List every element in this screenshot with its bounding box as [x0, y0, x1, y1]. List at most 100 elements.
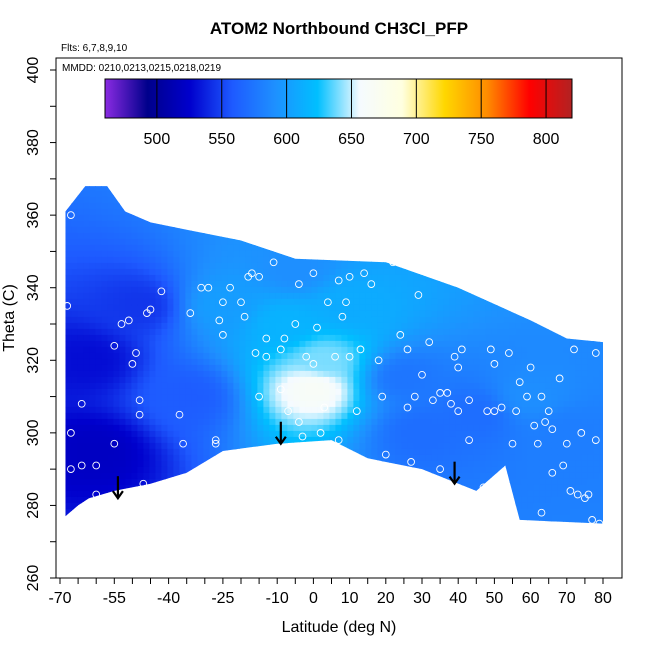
- heatmap-cell: [473, 364, 480, 372]
- heatmap-cell: [107, 298, 114, 306]
- heatmap-cell: [347, 382, 354, 390]
- heatmap-cell: [161, 472, 168, 480]
- heatmap-cell: [425, 460, 432, 468]
- heatmap-cell: [503, 490, 510, 498]
- heatmap-cell: [125, 478, 132, 486]
- heatmap-cell: [239, 502, 246, 510]
- heatmap-cell: [227, 214, 234, 222]
- heatmap-cell: [311, 527, 318, 534]
- heatmap-cell: [407, 214, 414, 222]
- heatmap-cell: [179, 274, 186, 282]
- heatmap-cell: [341, 484, 348, 492]
- heatmap-cell: [107, 502, 114, 510]
- heatmap-cell: [311, 508, 318, 516]
- heatmap-cell: [335, 179, 342, 186]
- heatmap-cell: [413, 262, 420, 270]
- heatmap-cell: [323, 430, 330, 438]
- heatmap-cell: [113, 322, 120, 330]
- heatmap-cell: [113, 382, 120, 390]
- heatmap-cell: [551, 316, 558, 324]
- heatmap-cell: [347, 268, 354, 276]
- heatmap-cell: [431, 442, 438, 450]
- heatmap-cell: [473, 508, 480, 516]
- heatmap-cell: [431, 424, 438, 432]
- heatmap-cell: [473, 328, 480, 336]
- heatmap-cell: [443, 232, 450, 240]
- heatmap-cell: [377, 322, 384, 330]
- heatmap-cell: [461, 352, 468, 360]
- heatmap-cell: [131, 262, 138, 270]
- heatmap-cell: [305, 298, 312, 306]
- heatmap-cell: [137, 358, 144, 366]
- heatmap-cell: [71, 310, 78, 318]
- heatmap-cell: [539, 268, 546, 276]
- heatmap-cell: [89, 370, 96, 378]
- heatmap-cell: [443, 298, 450, 306]
- heatmap-cell: [149, 328, 156, 336]
- heatmap-cell: [329, 490, 336, 498]
- heatmap-cell: [515, 352, 522, 360]
- heatmap-cell: [437, 352, 444, 360]
- heatmap-cell: [341, 280, 348, 288]
- heatmap-cell: [335, 316, 342, 324]
- heatmap-cell: [395, 268, 402, 276]
- heatmap-cell: [347, 490, 354, 498]
- heatmap-cell: [77, 250, 84, 258]
- heatmap-cell: [101, 274, 108, 282]
- heatmap-cell: [275, 484, 282, 492]
- heatmap-cell: [233, 196, 240, 204]
- heatmap-cell: [107, 527, 114, 534]
- heatmap-cell: [173, 340, 180, 348]
- heatmap-cell: [437, 298, 444, 306]
- heatmap-cell: [173, 346, 180, 354]
- heatmap-cell: [311, 244, 318, 252]
- heatmap-cell: [353, 406, 360, 414]
- heatmap-cell: [401, 520, 408, 524]
- heatmap-cell: [509, 364, 516, 372]
- heatmap-cell: [431, 304, 438, 312]
- heatmap-cell: [461, 406, 468, 414]
- heatmap-cell: [473, 256, 480, 264]
- heatmap-cell: [95, 352, 102, 360]
- heatmap-cell: [377, 448, 384, 456]
- heatmap-cell: [431, 292, 438, 300]
- heatmap-cell: [311, 310, 318, 318]
- heatmap-cell: [113, 527, 120, 534]
- heatmap-cell: [395, 412, 402, 420]
- heatmap-cell: [383, 316, 390, 324]
- heatmap-cell: [149, 346, 156, 354]
- heatmap-cell: [317, 370, 324, 378]
- heatmap-cell: [299, 304, 306, 312]
- heatmap-cell: [323, 382, 330, 390]
- heatmap-cell: [335, 292, 342, 300]
- heatmap-cell: [443, 478, 450, 486]
- heatmap-cell: [503, 298, 510, 306]
- heatmap-cell: [161, 220, 168, 228]
- heatmap-cell: [479, 280, 486, 288]
- heatmap-cell: [317, 244, 324, 252]
- heatmap-cell: [479, 274, 486, 282]
- heatmap-cell: [137, 202, 144, 210]
- heatmap-cell: [389, 352, 396, 360]
- heatmap-cell: [329, 179, 336, 186]
- heatmap-cell: [245, 388, 252, 396]
- heatmap-cell: [107, 370, 114, 378]
- heatmap-cell: [329, 286, 336, 294]
- heatmap-cell: [149, 232, 156, 240]
- heatmap-cell: [77, 232, 84, 240]
- heatmap-cell: [305, 334, 312, 342]
- heatmap-cell: [191, 286, 198, 294]
- heatmap-cell: [143, 244, 150, 252]
- heatmap-cell: [425, 256, 432, 264]
- heatmap-cell: [185, 196, 192, 204]
- heatmap-cell: [215, 382, 222, 390]
- heatmap-cell: [191, 388, 198, 396]
- heatmap-cell: [443, 388, 450, 396]
- heatmap-cell: [473, 250, 480, 258]
- heatmap-cell: [335, 334, 342, 342]
- heatmap-cell: [455, 520, 462, 524]
- heatmap-cell: [365, 454, 372, 462]
- heatmap-cell: [401, 292, 408, 300]
- heatmap-cell: [371, 388, 378, 396]
- heatmap-cell: [353, 179, 360, 186]
